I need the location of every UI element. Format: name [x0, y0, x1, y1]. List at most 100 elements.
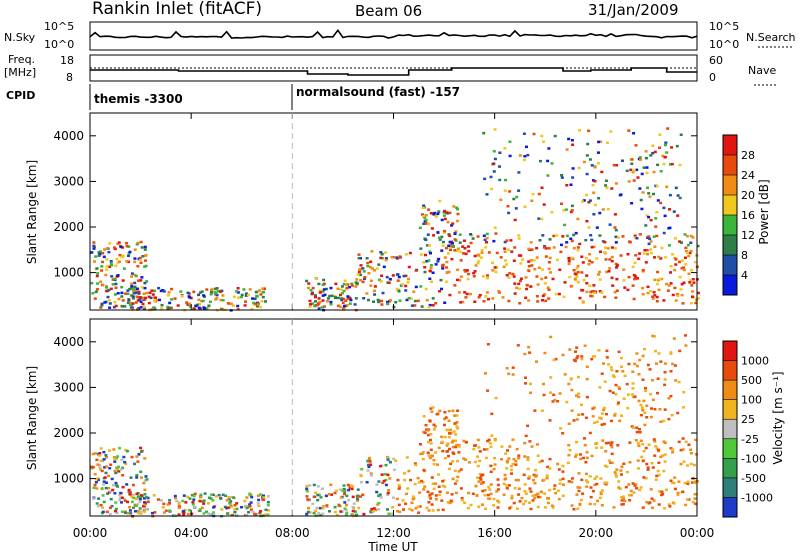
data-cell-495: [439, 278, 443, 282]
data-cell-1171: [616, 403, 620, 406]
data-cell-517: [437, 257, 441, 261]
data-cell-919: [588, 475, 592, 478]
data-cell-979: [662, 469, 666, 473]
data-cell-597: [432, 423, 436, 426]
data-cell-89: [140, 286, 144, 289]
colorbar-tick-label-0: 28: [741, 149, 755, 162]
data-cell-457: [361, 267, 365, 270]
data-cell-575: [446, 220, 450, 224]
data-cell-568: [390, 255, 394, 259]
data-cell-249: [207, 304, 211, 307]
data-cell-396: [316, 498, 320, 502]
data-cell-1111: [499, 198, 503, 202]
data-cell-774: [457, 445, 461, 448]
data-cell-777: [591, 294, 594, 298]
data-cell-486: [429, 497, 433, 500]
data-cell-522: [414, 269, 418, 272]
data-cell-663: [541, 299, 544, 302]
data-cell-414: [346, 483, 350, 487]
data-cell-841: [463, 501, 467, 504]
data-cell-739: [467, 249, 471, 253]
data-cell-113: [123, 511, 127, 514]
data-cell-456: [357, 253, 361, 256]
data-cell-495: [359, 495, 362, 498]
colorbar-swatch-5: [723, 438, 737, 459]
data-cell-1095: [665, 185, 669, 189]
data-cell-204: [150, 308, 154, 311]
data-cell-353: [318, 506, 322, 510]
data-cell-1140: [560, 174, 564, 177]
data-cell-1032: [584, 479, 588, 482]
data-cell-758: [537, 266, 541, 269]
data-cell-199: [244, 294, 248, 297]
data-cell-1023: [532, 473, 536, 477]
data-cell-1257: [577, 413, 581, 416]
data-cell-408: [338, 488, 342, 491]
data-cell-1190: [549, 391, 552, 394]
data-cell-776: [635, 487, 639, 490]
data-cell-1057: [696, 244, 700, 248]
data-cell-405: [345, 283, 349, 287]
data-cell-645: [521, 258, 525, 261]
data-cell-968: [646, 291, 650, 295]
data-cell-420: [341, 489, 345, 493]
data-cell-804: [633, 261, 637, 265]
data-cell-792: [655, 300, 659, 303]
data-cell-723: [464, 458, 468, 461]
data-cell-1186: [654, 225, 658, 228]
data-cell-37: [126, 301, 130, 305]
data-cell-1156: [530, 199, 534, 202]
data-cell-14: [99, 447, 103, 450]
data-cell-1052: [691, 236, 695, 239]
data-cell-1171: [540, 217, 544, 221]
data-cell-350: [348, 285, 351, 289]
data-cell-1117: [484, 372, 487, 375]
data-cell-1022: [614, 296, 618, 299]
data-cell-45: [130, 495, 134, 499]
data-cell-730: [583, 443, 587, 447]
data-cell-17: [106, 492, 110, 495]
data-cell-1219: [644, 156, 648, 160]
data-cell-845: [551, 506, 555, 509]
data-cell-1027: [464, 440, 468, 444]
data-cell-66: [93, 297, 97, 300]
data-cell-4: [94, 290, 98, 294]
data-cell-484: [384, 251, 387, 254]
data-cell-384: [342, 282, 346, 286]
data-cell-934: [674, 299, 678, 302]
data-cell-1226: [645, 404, 649, 407]
data-cell-1179: [641, 354, 645, 358]
data-cell-1053: [589, 294, 593, 298]
data-cell-304: [132, 506, 135, 509]
data-cell-1163: [679, 133, 683, 136]
data-cell-1166: [515, 195, 519, 199]
data-cell-1186: [572, 419, 576, 422]
data-cell-488: [443, 457, 447, 460]
data-cell-901: [530, 248, 534, 251]
data-cell-30: [112, 456, 116, 459]
data-cell-149: [139, 306, 143, 309]
data-cell-664: [641, 442, 645, 446]
data-cell-703: [486, 439, 490, 443]
data-cell-648: [664, 256, 668, 259]
data-cell-507: [413, 482, 417, 486]
data-cell-126: [103, 476, 107, 479]
data-cell-1104: [529, 391, 533, 394]
data-cell-1094: [552, 393, 556, 397]
data-cell-369: [305, 490, 309, 493]
data-cell-565: [358, 268, 361, 271]
data-cell-765: [546, 465, 550, 469]
data-cell-741: [557, 292, 561, 296]
data-cell-1242: [592, 406, 596, 409]
data-cell-1101: [656, 199, 660, 202]
data-cell-41: [93, 260, 96, 263]
data-cell-242: [253, 512, 257, 516]
data-cell-146: [115, 484, 119, 487]
data-cell-1001: [671, 448, 675, 451]
data-cell-1057: [459, 487, 463, 490]
data-cell-299: [261, 498, 265, 501]
data-cell-580: [442, 211, 446, 214]
data-cell-382: [308, 511, 312, 514]
data-cell-614: [451, 409, 455, 413]
data-cell-257: [132, 289, 135, 293]
